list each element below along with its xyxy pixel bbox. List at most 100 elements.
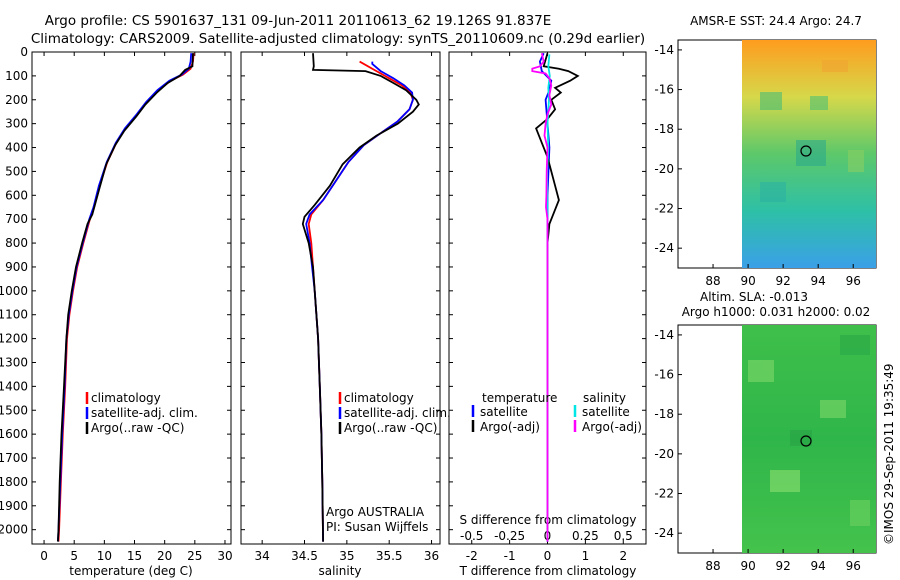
sla-x-axis: 88 90 92 94 96 bbox=[705, 549, 861, 573]
temperature-x-axis: 0 5 10 15 20 25 30 bbox=[32, 51, 233, 563]
salinity-x-axis: 34 34.5 35 35.5 36 bbox=[241, 51, 440, 563]
sla-argo-marker bbox=[800, 435, 812, 447]
series-satellite bbox=[57, 53, 193, 542]
x-tick-label: 30 bbox=[217, 549, 232, 563]
depth-tick-label: 100 bbox=[5, 69, 28, 83]
depth-tick-label: 300 bbox=[5, 117, 28, 131]
depth-tick-label: 1800 bbox=[0, 475, 28, 489]
depth-tick-label: 1200 bbox=[0, 332, 28, 346]
x-tick-label: 2 bbox=[619, 549, 627, 563]
map-y-tick-label: -14 bbox=[654, 43, 674, 57]
map-x-tick-label: 88 bbox=[705, 559, 720, 573]
x-tick-label: 10 bbox=[97, 549, 112, 563]
x-tick-label: 0 bbox=[544, 549, 552, 563]
x-tick-label: -2 bbox=[466, 549, 478, 563]
header-line1: Argo profile: CS 5901637_131 09-Jun-2011… bbox=[45, 13, 552, 29]
map-y-tick-label: -20 bbox=[654, 447, 674, 461]
legend-satellite: satellite-adj. clim. bbox=[91, 406, 198, 420]
sla-map-title-line2: Argo h1000: 0.031 h2000: 0.02 bbox=[682, 305, 871, 319]
salinity-xlabel: salinity bbox=[318, 564, 361, 578]
depth-tick-label: 800 bbox=[5, 236, 28, 250]
map-y-tick-label: -16 bbox=[654, 368, 674, 382]
depth-tick-label: 400 bbox=[5, 141, 28, 155]
sla-patches bbox=[748, 335, 870, 526]
x-tick-label: 0 bbox=[40, 549, 48, 563]
sst-y-axis: -14 -16 -18 -20 -22 -24 bbox=[654, 43, 682, 255]
depth-tick-label: 700 bbox=[5, 212, 28, 226]
s-diff-tick-label: 0.5 bbox=[614, 529, 633, 543]
s-diff-tick-label: -0.25 bbox=[494, 529, 525, 543]
map-x-tick-label: 94 bbox=[811, 559, 826, 573]
map-y-tick-label: -20 bbox=[654, 162, 674, 176]
temperature-series bbox=[57, 53, 195, 542]
difference-x-axis: -2 -1 0 1 2 bbox=[449, 51, 646, 563]
x-tick-label: -1 bbox=[504, 549, 516, 563]
map-y-tick-label: -16 bbox=[654, 83, 674, 97]
salinity-panel-frame bbox=[240, 51, 441, 545]
depth-tick-label: 2000 bbox=[0, 523, 28, 537]
x-tick-label: 25 bbox=[187, 549, 202, 563]
sla-map-title-line1: Altim. SLA: -0.013 bbox=[700, 290, 808, 304]
map-x-tick-label: 96 bbox=[846, 274, 861, 288]
x-tick-label: 20 bbox=[157, 549, 172, 563]
difference-salinity-legend: salinity satellite Argo(-adj) bbox=[573, 391, 642, 434]
series-t-argo bbox=[535, 52, 580, 542]
depth-tick-label: 1600 bbox=[0, 427, 28, 441]
map-x-tick-label: 96 bbox=[846, 559, 861, 573]
sst-map-title: AMSR-E SST: 24.4 Argo: 24.7 bbox=[690, 14, 862, 28]
sst-argo-marker bbox=[800, 145, 812, 157]
series-s-argo bbox=[531, 53, 553, 542]
legend-t-argo: Argo(-adj) bbox=[480, 420, 540, 434]
temperature-xlabel: temperature (deg C) bbox=[69, 564, 192, 578]
depth-tick-label: 1000 bbox=[0, 284, 28, 298]
legend-temperature-heading: temperature bbox=[482, 391, 557, 405]
sst-patches bbox=[760, 60, 864, 202]
legend-t-satellite: satellite bbox=[480, 405, 528, 419]
map-x-tick-label: 88 bbox=[705, 274, 720, 288]
legend-s-argo: Argo(-adj) bbox=[582, 420, 642, 434]
series-argo bbox=[301, 53, 420, 542]
legend-salinity-heading: salinity bbox=[583, 391, 626, 405]
float-pi: PI: Susan Wijffels bbox=[326, 520, 428, 534]
legend-climatology: climatology bbox=[91, 391, 161, 405]
credit: ©IMOS 29-Sep-2011 19:35:49 bbox=[882, 363, 896, 545]
legend-climatology: climatology bbox=[344, 391, 414, 405]
map-x-tick-label: 92 bbox=[775, 274, 790, 288]
x-tick-label: 36 bbox=[424, 549, 439, 563]
legend-satellite: satellite-adj. clim. bbox=[344, 406, 451, 420]
depth-tick-label: 1300 bbox=[0, 355, 28, 369]
depth-tick-label: 1900 bbox=[0, 499, 28, 513]
depth-tick-label: 1700 bbox=[0, 451, 28, 465]
depth-tick-label: 500 bbox=[5, 164, 28, 178]
salinity-difference-top-axis: -0.5 -0.25 0 0.25 0.5 bbox=[460, 529, 633, 543]
header-line2: Climatology: CARS2009. Satellite-adjuste… bbox=[31, 31, 645, 47]
map-x-tick-label: 90 bbox=[740, 559, 755, 573]
difference-xlabel: T difference from climatology bbox=[459, 564, 637, 578]
map-x-tick-label: 94 bbox=[811, 274, 826, 288]
temperature-legend: climatology satellite-adj. clim. Argo(..… bbox=[85, 391, 198, 435]
map-y-tick-label: -22 bbox=[654, 202, 674, 216]
depth-tick-label: 1100 bbox=[0, 308, 28, 322]
map-y-tick-label: -24 bbox=[654, 241, 674, 255]
legend-s-satellite: satellite bbox=[582, 405, 630, 419]
map-x-tick-label: 92 bbox=[775, 559, 790, 573]
series-argo bbox=[57, 53, 194, 542]
x-tick-label: 5 bbox=[70, 549, 78, 563]
difference-temperature-legend: temperature satellite Argo(-adj) bbox=[471, 391, 557, 434]
x-tick-label: 1 bbox=[582, 549, 590, 563]
salinity-series bbox=[301, 53, 420, 542]
s-diff-tick-label: -0.5 bbox=[460, 529, 483, 543]
float-owner: Argo AUSTRALIA bbox=[326, 505, 425, 519]
temperature-panel-frame bbox=[31, 51, 232, 545]
difference-series bbox=[531, 52, 580, 542]
legend-argo: Argo(..raw -QC) bbox=[344, 421, 437, 435]
map-y-tick-label: -22 bbox=[654, 487, 674, 501]
x-tick-label: 34.5 bbox=[291, 549, 318, 563]
series-climatology bbox=[307, 60, 414, 542]
map-x-tick-label: 90 bbox=[740, 274, 755, 288]
s-diff-tick-label: 0.25 bbox=[572, 529, 599, 543]
map-y-tick-label: -18 bbox=[654, 407, 674, 421]
x-tick-label: 35 bbox=[339, 549, 354, 563]
depth-tick-label: 0 bbox=[20, 45, 28, 59]
